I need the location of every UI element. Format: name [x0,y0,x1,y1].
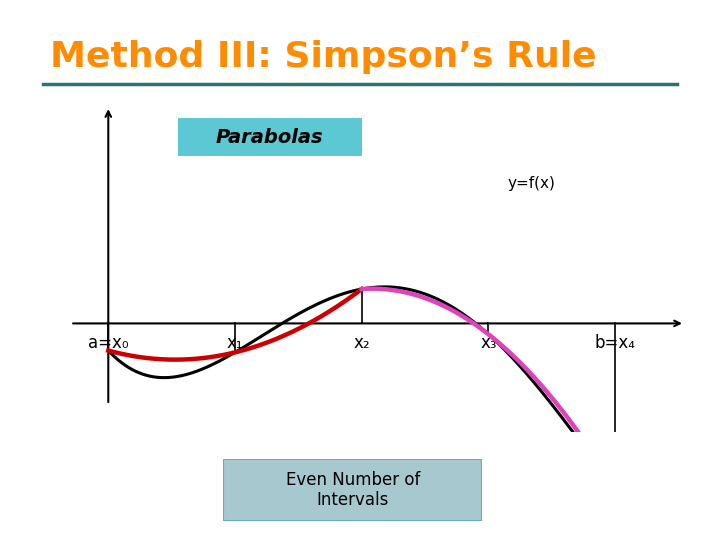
FancyBboxPatch shape [178,118,361,156]
Text: Method III: Simpson’s Rule: Method III: Simpson’s Rule [50,40,597,73]
Text: x₃: x₃ [480,334,497,352]
Text: b=x₄: b=x₄ [595,334,636,352]
Text: x₁: x₁ [227,334,243,352]
FancyBboxPatch shape [223,459,482,521]
Text: Parabolas: Parabolas [216,127,324,146]
Text: a=x₀: a=x₀ [88,334,129,352]
Text: x₂: x₂ [354,334,370,352]
Text: Even Number of
Intervals: Even Number of Intervals [286,471,420,509]
Text: y=f(x): y=f(x) [508,176,555,191]
